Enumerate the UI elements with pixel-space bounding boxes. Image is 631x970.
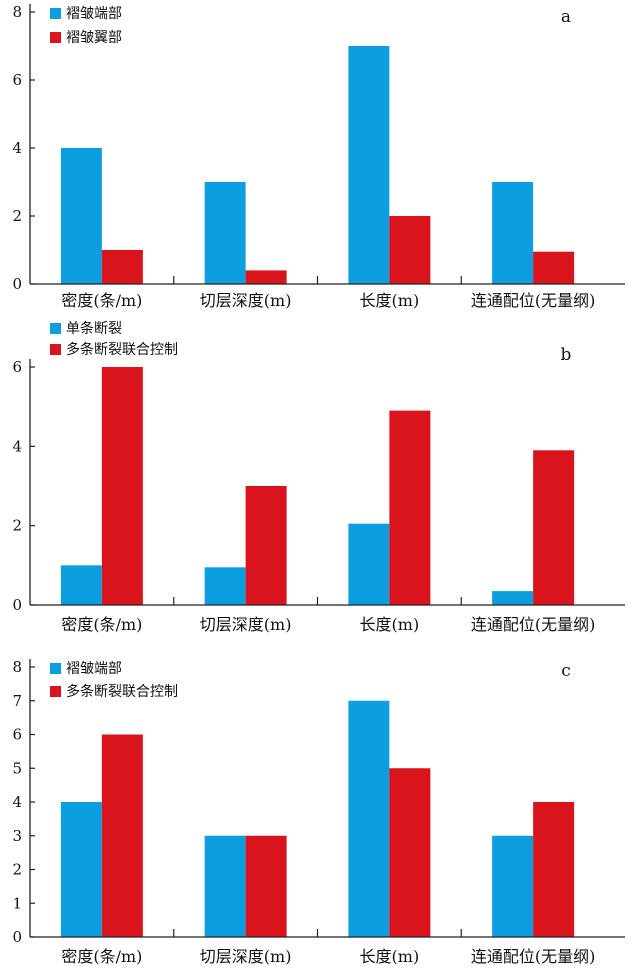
- y-tick-label: 0: [12, 596, 22, 614]
- x-category-label: 连通配位(无量纲): [471, 947, 596, 966]
- x-category-label: 连通配位(无量纲): [471, 291, 596, 310]
- bar-b-series1-1: [60, 565, 102, 605]
- legend-label: 单条断裂: [66, 320, 122, 337]
- y-tick-label: 5: [12, 759, 22, 777]
- y-tick-label: 4: [12, 139, 22, 157]
- y-tick-label: 1: [12, 894, 22, 912]
- legend-swatch: [50, 8, 61, 19]
- y-tick-label: 6: [12, 726, 22, 744]
- y-tick-label: 8: [12, 658, 22, 676]
- bar-a-series2-4: [533, 251, 575, 284]
- x-category-label: 切层深度(m): [200, 615, 292, 634]
- legend-label: 多条断裂联合控制: [66, 341, 178, 358]
- bar-c-series2-3: [389, 768, 431, 937]
- legend-label: 褶皱翼部: [66, 30, 122, 46]
- legend-label: 多条断裂联合控制: [66, 683, 178, 700]
- bar-a-series1-2: [204, 182, 246, 284]
- y-tick-label: 4: [12, 437, 22, 455]
- legend-label: 褶皱端部: [66, 661, 122, 677]
- bar-a-series1-4: [492, 182, 534, 284]
- x-category-label: 长度(m): [360, 947, 420, 966]
- bar-a-series2-2: [245, 270, 287, 284]
- y-tick-label: 7: [12, 692, 22, 710]
- x-category-label: 切层深度(m): [200, 291, 292, 310]
- y-tick-label: 2: [12, 207, 22, 225]
- legend-swatch: [50, 686, 61, 697]
- bar-c-series2-1: [101, 734, 143, 937]
- bar-c-series1-3: [348, 700, 390, 937]
- bar-c-series1-2: [204, 835, 246, 937]
- x-category-label: 切层深度(m): [200, 947, 292, 966]
- legend-label: 褶皱端部: [66, 6, 122, 22]
- x-category-label: 连通配位(无量纲): [471, 615, 596, 634]
- panel-letter: a: [561, 7, 571, 27]
- legend-swatch: [50, 323, 61, 334]
- x-category-label: 长度(m): [360, 615, 420, 634]
- bar-b-series1-4: [492, 591, 534, 605]
- chart-panel-b: 0 2 4 6 密度(条/m) 切层深度(m) 长度(m) 连通配位(无量纲) b 单条断裂多条断…: [12, 320, 625, 634]
- legend-swatch: [50, 344, 61, 355]
- bar-a-series1-3: [348, 46, 390, 284]
- legend-swatch: [50, 32, 61, 43]
- y-tick-label: 4: [12, 793, 22, 811]
- bar-c-series1-4: [492, 835, 534, 937]
- y-tick-label: 3: [12, 827, 22, 845]
- bar-c-series2-4: [533, 802, 575, 937]
- bar-b-series2-2: [245, 486, 287, 605]
- legend-swatch: [50, 663, 61, 674]
- y-tick-label: 0: [12, 928, 22, 946]
- bar-c-series1-1: [60, 802, 102, 937]
- bar-c-series2-2: [245, 835, 287, 937]
- y-tick-label: 2: [12, 861, 22, 879]
- y-tick-label: 6: [12, 358, 22, 376]
- x-category-label: 长度(m): [360, 291, 420, 310]
- bar-a-series2-3: [389, 216, 431, 284]
- bar-b-series1-2: [204, 567, 246, 605]
- panel-letter: c: [561, 661, 571, 681]
- x-category-label: 密度(条/m): [61, 291, 142, 310]
- y-tick-label: 2: [12, 517, 22, 535]
- bar-b-series2-3: [389, 410, 431, 605]
- chart-panel-c: 0 1 2 3 4 5 6 7 8 密度(条/m) 切层深度(m) 长度(m) 连通配位(无量纲) c 褶皱…: [12, 658, 625, 966]
- y-tick-label: 0: [12, 275, 22, 293]
- bar-b-series2-4: [533, 450, 575, 605]
- bar-a-series1-1: [60, 148, 102, 284]
- bar-a-series2-1: [101, 250, 143, 284]
- x-category-label: 密度(条/m): [61, 615, 142, 634]
- bar-b-series1-3: [348, 523, 390, 605]
- x-category-label: 密度(条/m): [61, 947, 142, 966]
- bar-b-series2-1: [101, 367, 143, 605]
- y-tick-label: 6: [12, 71, 22, 89]
- chart-panel-a: 0 2 4 6 8 密度(条/m) 切层深度(m) 长度(m) 连通配位(无量纲) a 褶皱端部褶皱…: [12, 3, 625, 310]
- y-tick-label: 8: [12, 3, 22, 21]
- panel-letter: b: [561, 345, 572, 365]
